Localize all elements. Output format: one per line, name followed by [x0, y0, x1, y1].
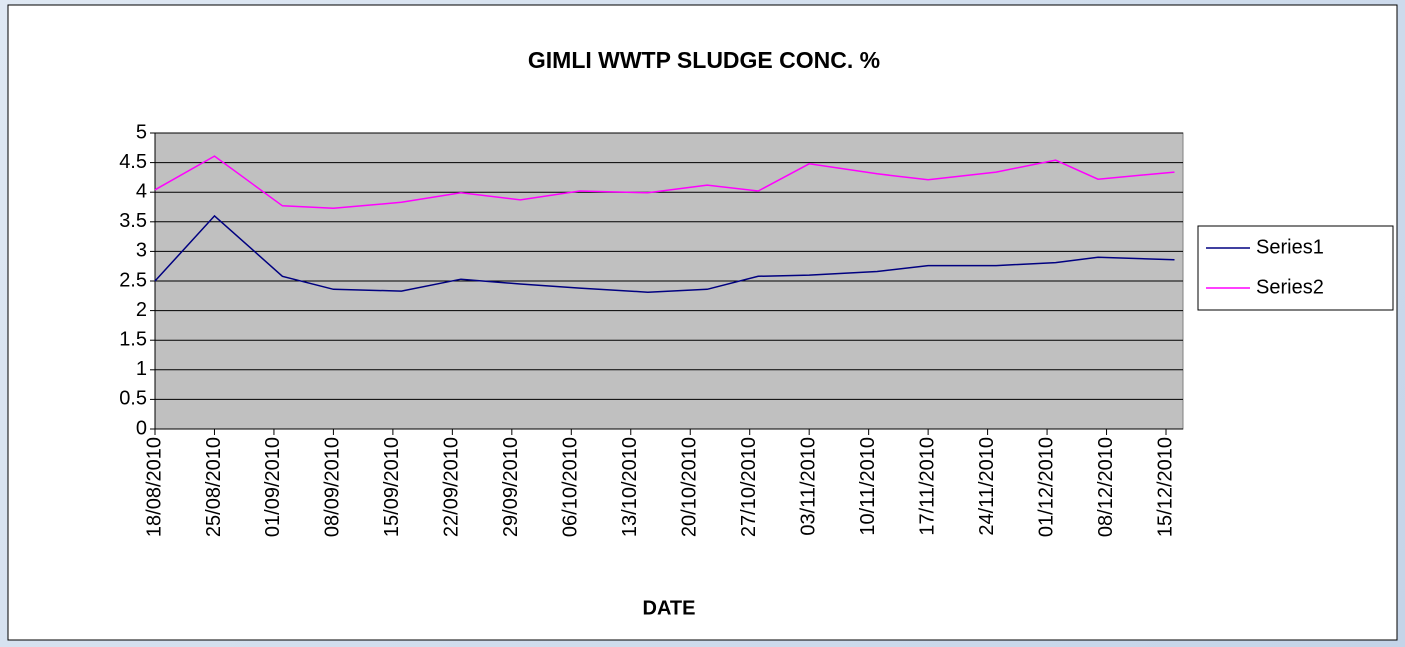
x-tick-label: 08/12/2010	[1095, 437, 1117, 537]
series-line	[154, 214, 1175, 293]
y-tick-label: 5	[136, 121, 147, 143]
y-tick-label: 1.5	[119, 328, 147, 350]
x-tick-label: 24/11/2010	[976, 437, 998, 536]
x-tick-label: 15/12/2010	[1154, 437, 1176, 537]
y-tick-label: 3.5	[119, 210, 147, 232]
y-tick-label: 2.5	[119, 269, 147, 291]
x-tick-label: 10/11/2010	[857, 437, 879, 536]
y-tick-label: 4.5	[119, 151, 147, 173]
y-tick-label: 4	[136, 180, 147, 202]
legend	[1197, 225, 1394, 311]
y-tick-label: 0.5	[119, 388, 147, 410]
x-tick-label: 27/10/2010	[738, 437, 760, 537]
x-tick-label: 06/10/2010	[560, 437, 582, 537]
x-tick-label: 03/11/2010	[797, 437, 819, 536]
chart-title: GIMLI WWTP SLUDGE CONC. %	[528, 47, 880, 73]
series-line	[154, 155, 1175, 209]
x-tick-label: 25/08/2010	[203, 437, 225, 537]
x-tick-label: 29/09/2010	[500, 437, 522, 537]
x-tick-label: 08/09/2010	[322, 437, 344, 537]
x-tick-label: 22/09/2010	[441, 437, 463, 537]
y-tick-label: 1	[136, 358, 147, 380]
x-tick-label: 20/10/2010	[679, 437, 701, 537]
y-tick-label: 0	[136, 417, 147, 439]
y-tick-label: 3	[136, 240, 147, 262]
x-tick-label: 01/12/2010	[1035, 437, 1057, 537]
y-tick-label: 2	[136, 299, 147, 321]
x-tick-label: 18/08/2010	[143, 437, 165, 537]
legend-label: Series1	[1256, 236, 1324, 258]
x-tick-label: 01/09/2010	[262, 437, 284, 537]
x-axis-label: DATE	[643, 597, 696, 619]
x-tick-label: 15/09/2010	[381, 437, 403, 537]
legend-label: Series2	[1256, 276, 1324, 298]
x-tick-label: 17/11/2010	[916, 437, 938, 536]
x-tick-label: 13/10/2010	[619, 437, 641, 537]
